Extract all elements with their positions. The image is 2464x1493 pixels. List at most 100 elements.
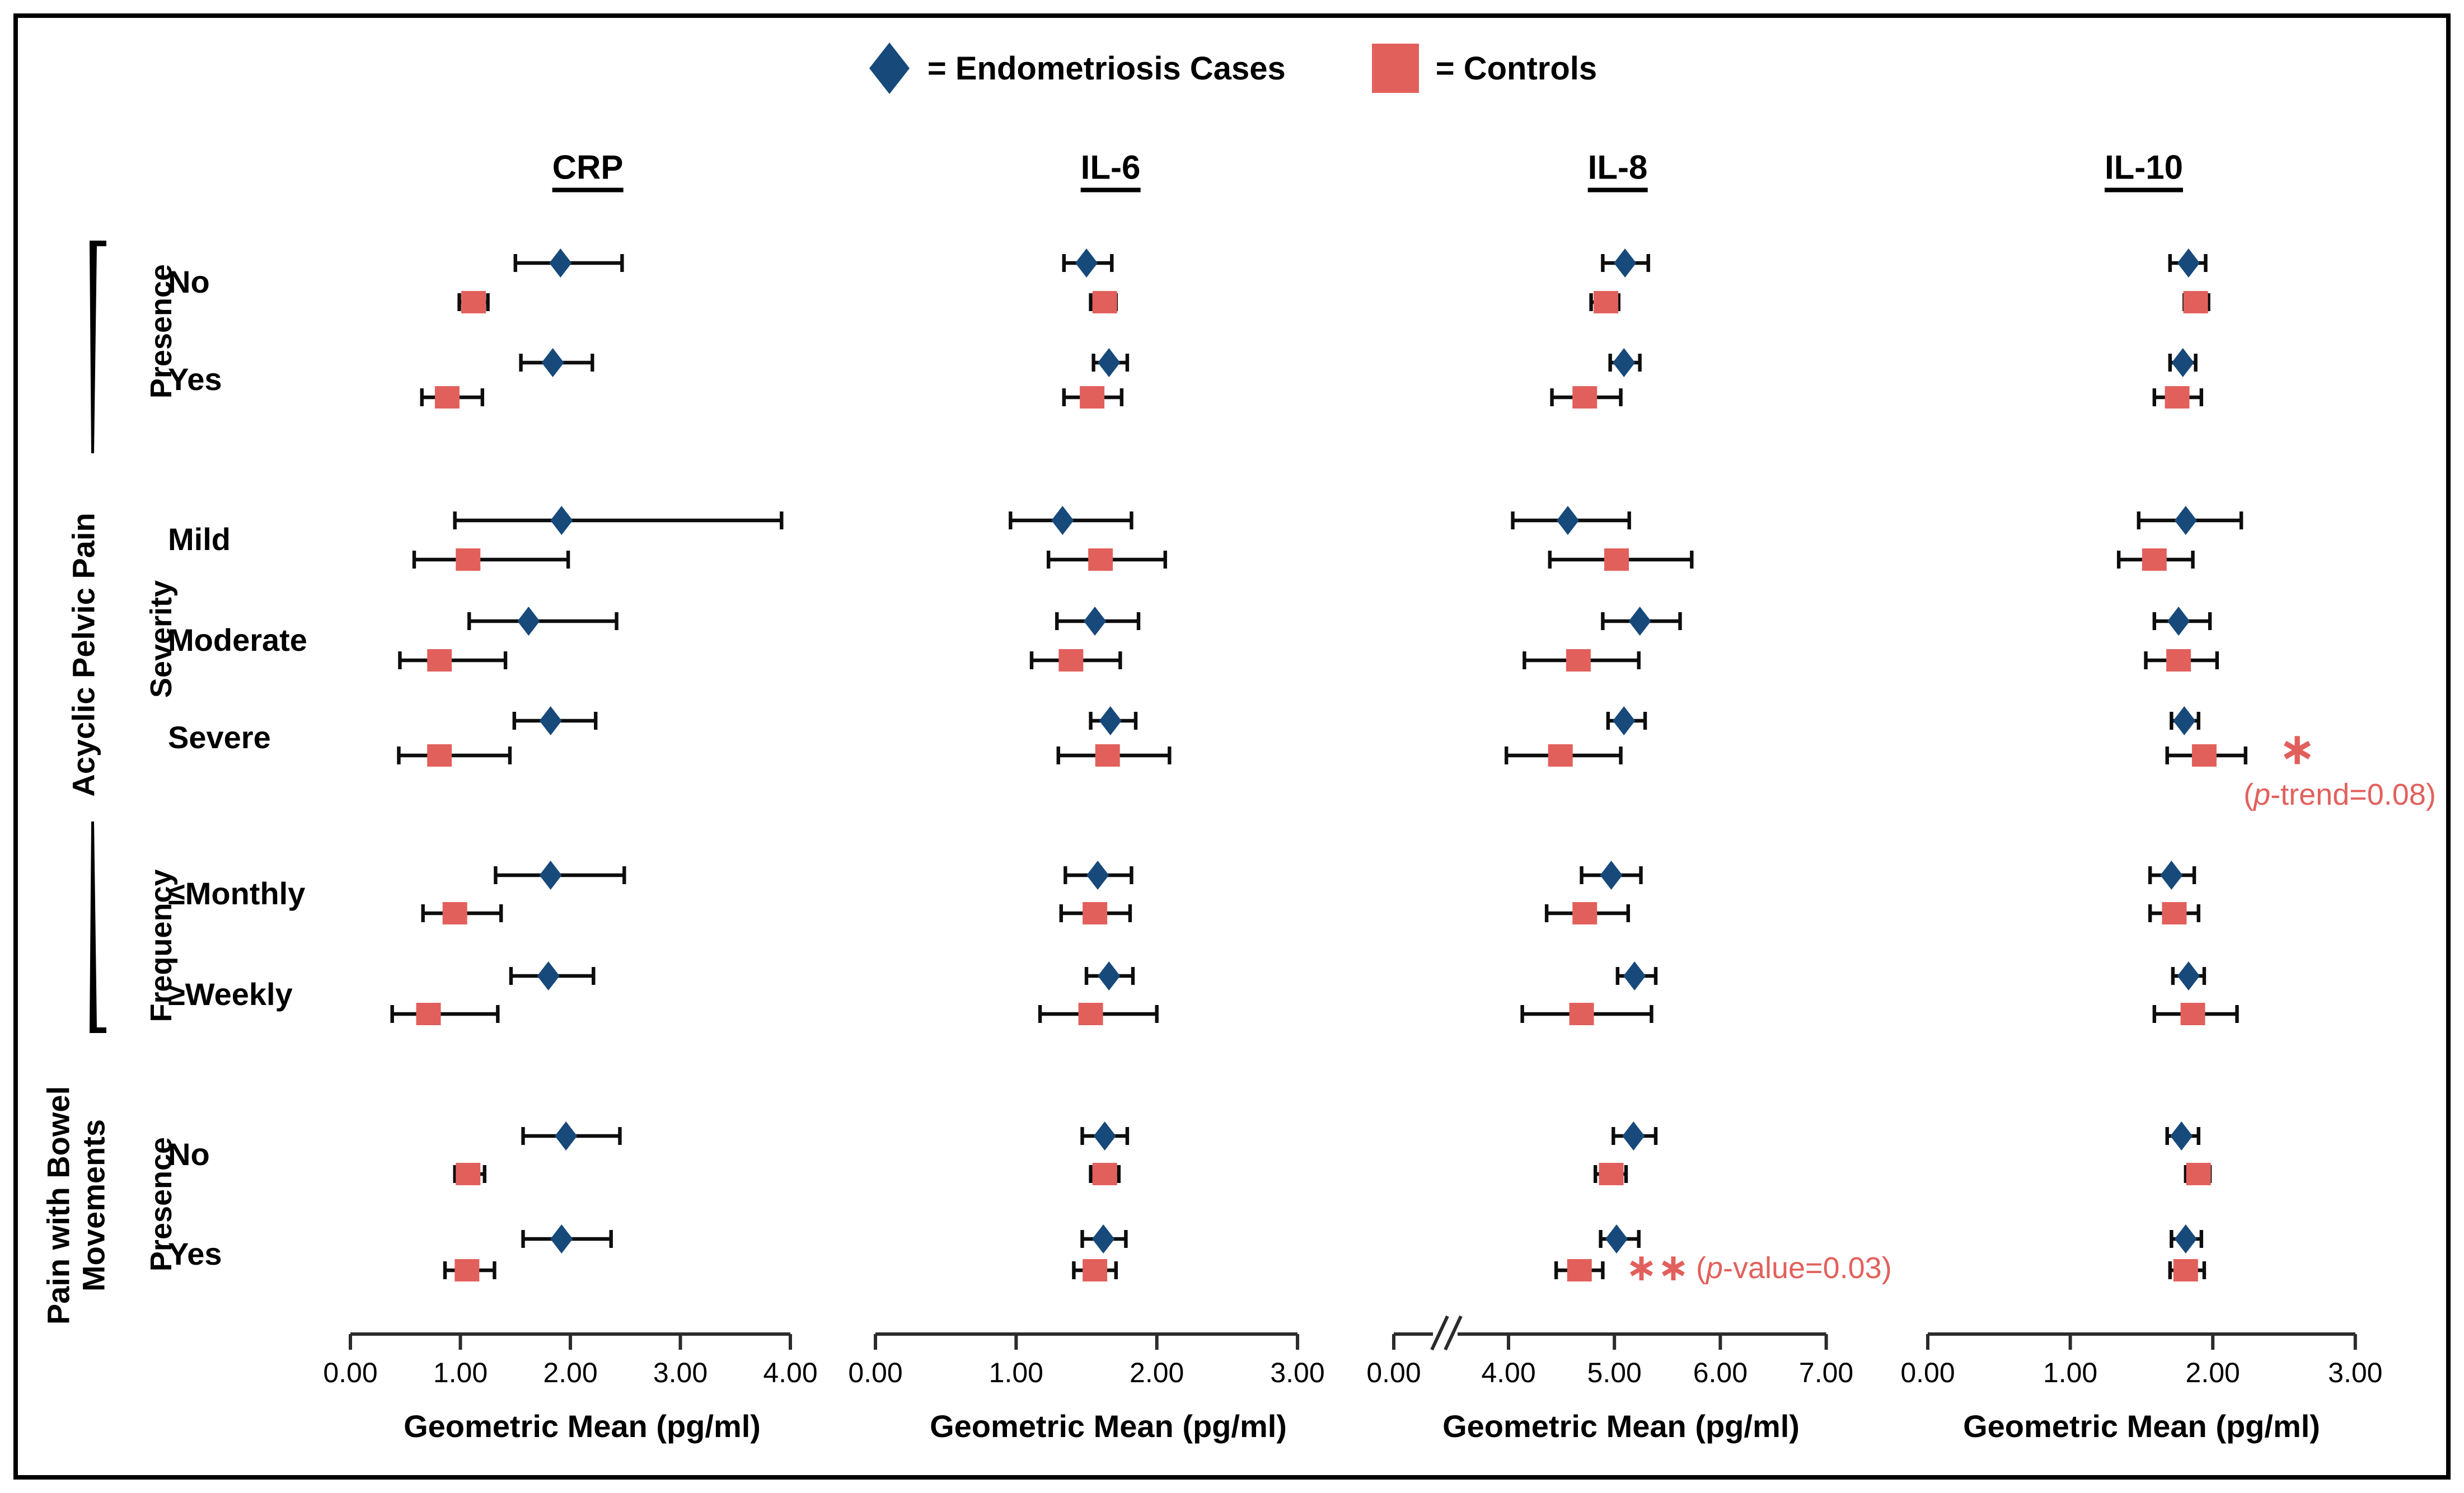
tick-label: 1.00 bbox=[989, 1357, 1043, 1388]
case-marker bbox=[2177, 961, 2200, 990]
figure-border bbox=[13, 13, 2451, 1480]
panel-header-il-6: IL-6 bbox=[1080, 148, 1141, 193]
case-marker bbox=[539, 861, 562, 890]
control-marker bbox=[1092, 291, 1117, 313]
controls-legend-label: = Controls bbox=[1435, 50, 1598, 87]
case-marker bbox=[1093, 1121, 1116, 1151]
legend: = Endometriosis Cases = Controls bbox=[0, 40, 2464, 96]
p-trend-annotation: (p-trend=0.08) bbox=[2243, 778, 2436, 811]
case-marker bbox=[1613, 348, 1636, 377]
case-marker bbox=[2171, 348, 2194, 377]
control-marker bbox=[2180, 1003, 2205, 1025]
control-marker bbox=[416, 1003, 441, 1025]
significance-star: ∗ bbox=[2278, 722, 2316, 775]
control-marker bbox=[455, 1259, 480, 1281]
control-marker bbox=[1080, 386, 1105, 409]
significance-stars: ∗∗ bbox=[1626, 1246, 1689, 1290]
case-marker bbox=[517, 607, 540, 636]
case-marker bbox=[2173, 706, 2196, 735]
control-marker bbox=[1604, 548, 1629, 571]
group-bracket bbox=[90, 821, 106, 1033]
control-marker bbox=[1572, 902, 1598, 924]
p-value-annotation: ∗∗ (p-value=0.03) bbox=[1626, 1246, 1892, 1290]
control-marker bbox=[427, 744, 452, 767]
case-marker bbox=[2174, 1224, 2197, 1253]
case-marker bbox=[539, 706, 562, 735]
case-marker bbox=[1086, 861, 1109, 890]
control-marker bbox=[1078, 1003, 1103, 1025]
control-marker bbox=[1092, 1163, 1117, 1185]
case-marker bbox=[1084, 607, 1107, 636]
tick-label: 0.00 bbox=[323, 1357, 378, 1388]
tick-label: 4.00 bbox=[763, 1357, 818, 1388]
case-marker bbox=[1623, 961, 1646, 990]
tick-label: 3.00 bbox=[2328, 1357, 2383, 1388]
case-marker bbox=[2167, 607, 2190, 636]
group-bracket bbox=[90, 241, 106, 453]
control-marker bbox=[2142, 548, 2167, 571]
tick-label: 3.00 bbox=[1270, 1357, 1325, 1388]
case-marker bbox=[1099, 706, 1122, 735]
control-marker bbox=[456, 1163, 481, 1185]
row-label-presence_no: No bbox=[168, 264, 210, 300]
control-marker bbox=[1572, 386, 1598, 409]
control-marker bbox=[2173, 1259, 2198, 1281]
case-marker bbox=[537, 961, 560, 990]
tick-label: 2.00 bbox=[1130, 1357, 1184, 1388]
row-label-weekly: ≥Weekly bbox=[168, 976, 293, 1012]
case-marker bbox=[1614, 248, 1637, 278]
row-label-presence_yes: Yes bbox=[168, 361, 222, 397]
group-label-acyclic-pelvic-pain: Acyclic Pelvic Pain bbox=[65, 513, 101, 797]
tick-label: 0.00 bbox=[1366, 1357, 1421, 1388]
case-marker bbox=[1622, 1121, 1645, 1151]
control-marker bbox=[1083, 902, 1108, 924]
control-marker bbox=[1548, 744, 1573, 767]
case-marker bbox=[1605, 1224, 1628, 1253]
control-marker bbox=[1095, 744, 1120, 767]
case-marker bbox=[2174, 506, 2197, 535]
control-marker bbox=[1567, 1259, 1592, 1281]
axis-title-crp: Geometric Mean (pg/ml) bbox=[404, 1409, 761, 1444]
control-marker bbox=[2183, 291, 2208, 313]
control-marker bbox=[1088, 548, 1113, 571]
tick-label: 6.00 bbox=[1693, 1357, 1748, 1388]
case-marker bbox=[549, 248, 572, 278]
control-marker bbox=[1569, 1003, 1594, 1025]
tick-label: 3.00 bbox=[653, 1357, 708, 1388]
row-label-mild: Mild bbox=[168, 522, 231, 557]
cases-legend-diamond-icon bbox=[869, 43, 910, 94]
control-marker bbox=[1058, 649, 1084, 672]
case-marker bbox=[1051, 506, 1074, 535]
case-marker bbox=[1092, 1224, 1115, 1253]
case-marker bbox=[1075, 248, 1098, 278]
control-marker bbox=[427, 649, 452, 672]
panel-header-il-10: IL-10 bbox=[2104, 148, 2184, 193]
case-marker bbox=[550, 506, 573, 535]
case-marker bbox=[2177, 248, 2200, 278]
control-marker bbox=[442, 902, 467, 924]
tick-label: 5.00 bbox=[1587, 1357, 1642, 1388]
control-marker bbox=[434, 386, 460, 409]
control-marker bbox=[2166, 649, 2191, 672]
control-marker bbox=[1083, 1259, 1108, 1281]
group-label-pain-with-bowel-movements: Pain with Bowel Movements bbox=[40, 1086, 111, 1325]
case-marker bbox=[550, 1224, 573, 1253]
tick-label: 1.00 bbox=[2043, 1357, 2098, 1388]
control-marker bbox=[2186, 1163, 2211, 1185]
case-marker bbox=[1613, 706, 1636, 735]
control-marker bbox=[461, 291, 486, 313]
case-marker bbox=[1556, 506, 1579, 535]
axis-title-il-10: Geometric Mean (pg/ml) bbox=[1963, 1409, 2320, 1444]
case-marker bbox=[2170, 1121, 2193, 1151]
case-marker bbox=[1098, 348, 1121, 377]
row-label-bowel_yes: Yes bbox=[168, 1236, 222, 1272]
panel-header-crp: CRP bbox=[552, 148, 624, 193]
row-label-severe: Severe bbox=[168, 720, 271, 755]
case-marker bbox=[1098, 961, 1121, 990]
row-label-monthly: ≤Monthly bbox=[168, 876, 306, 912]
tick-label: 7.00 bbox=[1798, 1357, 1854, 1388]
axis-title-il-8: Geometric Mean (pg/ml) bbox=[1442, 1409, 1800, 1444]
tick-label: 2.00 bbox=[2185, 1357, 2240, 1388]
